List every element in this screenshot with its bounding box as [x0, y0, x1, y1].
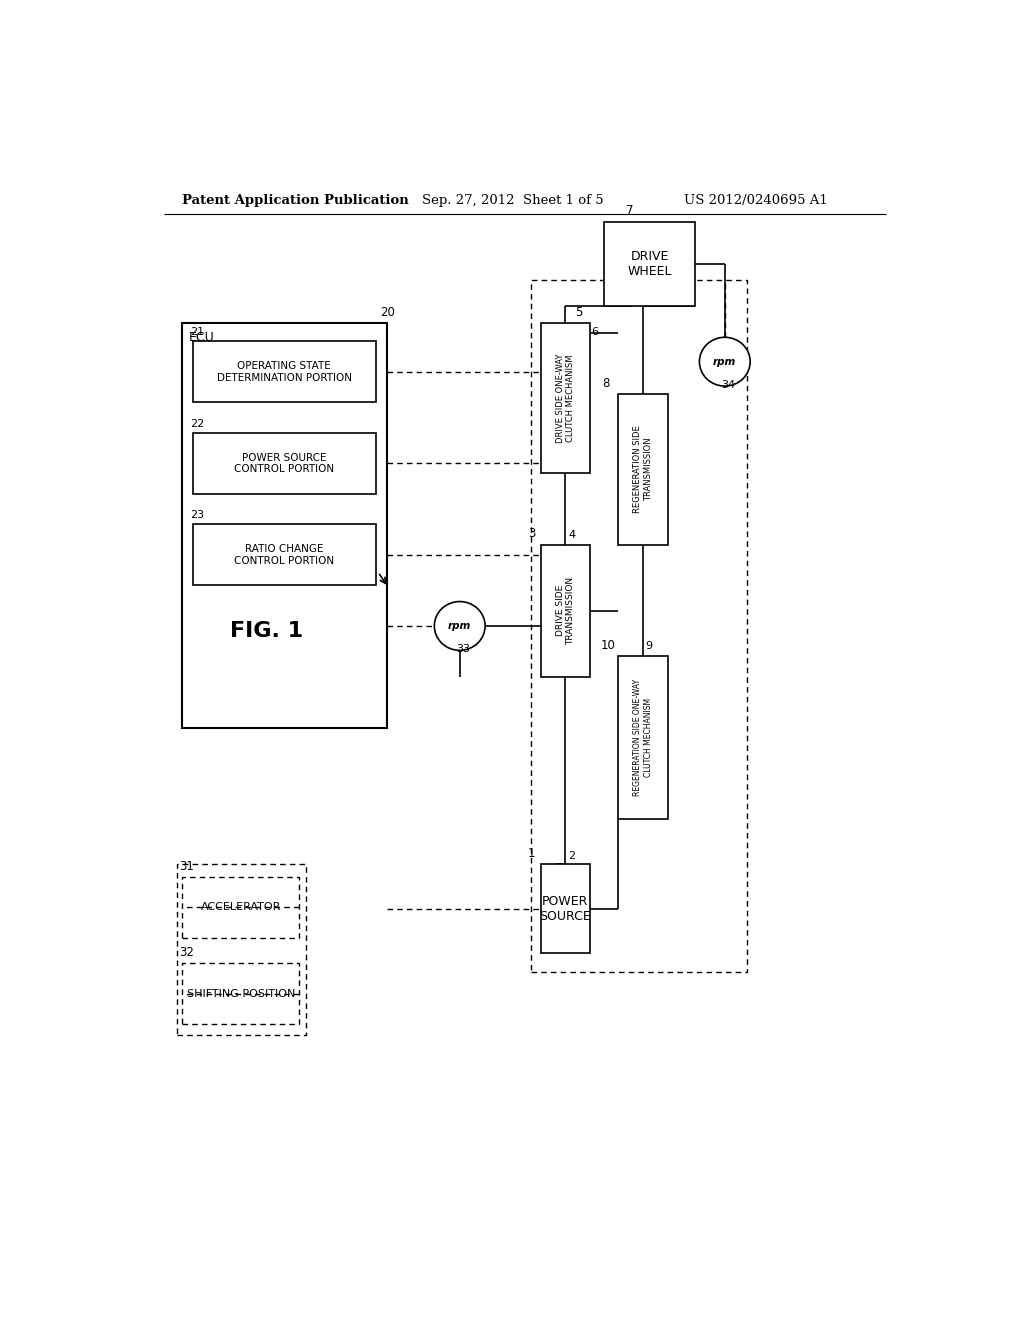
Text: S: S [366, 557, 375, 573]
Bar [618, 395, 668, 545]
Bar [182, 964, 299, 1024]
Text: US 2012/0240695 A1: US 2012/0240695 A1 [684, 194, 827, 207]
Text: 20: 20 [380, 306, 395, 319]
Text: 21: 21 [189, 327, 204, 338]
Text: 22: 22 [189, 418, 204, 429]
Text: 9: 9 [645, 642, 652, 651]
Text: 32: 32 [179, 946, 195, 960]
Text: Sep. 27, 2012  Sheet 1 of 5: Sep. 27, 2012 Sheet 1 of 5 [422, 194, 603, 207]
Text: 1: 1 [528, 846, 536, 859]
Text: 3: 3 [528, 527, 536, 540]
Text: 23: 23 [189, 511, 204, 520]
Text: REGENERATION SIDE ONE-WAY
CLUTCH MECHANISM: REGENERATION SIDE ONE-WAY CLUTCH MECHANI… [634, 680, 652, 796]
Text: 8: 8 [602, 378, 610, 391]
Text: 31: 31 [179, 859, 195, 873]
Text: SHIFTING POSITION: SHIFTING POSITION [186, 989, 295, 999]
Text: 34: 34 [722, 380, 735, 391]
Bar [541, 545, 590, 677]
Ellipse shape [699, 338, 751, 385]
Bar [177, 863, 306, 1035]
Text: DRIVE
WHEEL: DRIVE WHEEL [628, 249, 672, 279]
Text: POWER SOURCE
CONTROL PORTION: POWER SOURCE CONTROL PORTION [234, 453, 335, 474]
Text: 2: 2 [568, 850, 575, 861]
Bar [541, 863, 590, 953]
Text: RATIO CHANGE
CONTROL PORTION: RATIO CHANGE CONTROL PORTION [234, 544, 335, 565]
Text: REGENERATION SIDE
TRANSMISSION: REGENERATION SIDE TRANSMISSION [634, 425, 652, 513]
Text: FIG. 1: FIG. 1 [230, 620, 303, 642]
Text: DRIVE SIDE
TRANSMISSION: DRIVE SIDE TRANSMISSION [556, 577, 574, 644]
Text: rpm: rpm [449, 620, 471, 631]
Text: 7: 7 [627, 205, 634, 218]
Bar [194, 524, 376, 585]
Text: 4: 4 [568, 529, 575, 540]
Ellipse shape [434, 602, 485, 651]
Bar [182, 876, 299, 939]
Bar [618, 656, 668, 818]
Bar [604, 223, 695, 306]
Text: 10: 10 [601, 639, 615, 652]
Text: ECU: ECU [188, 331, 214, 345]
Bar [182, 323, 387, 727]
Text: 6: 6 [592, 327, 598, 338]
Text: Patent Application Publication: Patent Application Publication [182, 194, 409, 207]
Bar [194, 433, 376, 494]
Text: ACCELERATOR: ACCELERATOR [201, 903, 281, 912]
Bar [194, 342, 376, 403]
Bar [541, 323, 590, 474]
Bar [531, 280, 746, 972]
Text: DRIVE SIDE ONE-WAY
CLUTCH MECHANISM: DRIVE SIDE ONE-WAY CLUTCH MECHANISM [556, 354, 574, 444]
Text: OPERATING STATE
DETERMINATION PORTION: OPERATING STATE DETERMINATION PORTION [217, 362, 352, 383]
Text: 5: 5 [575, 306, 583, 319]
Text: POWER
SOURCE: POWER SOURCE [540, 895, 591, 923]
Text: 33: 33 [457, 644, 471, 655]
Text: rpm: rpm [713, 356, 736, 367]
